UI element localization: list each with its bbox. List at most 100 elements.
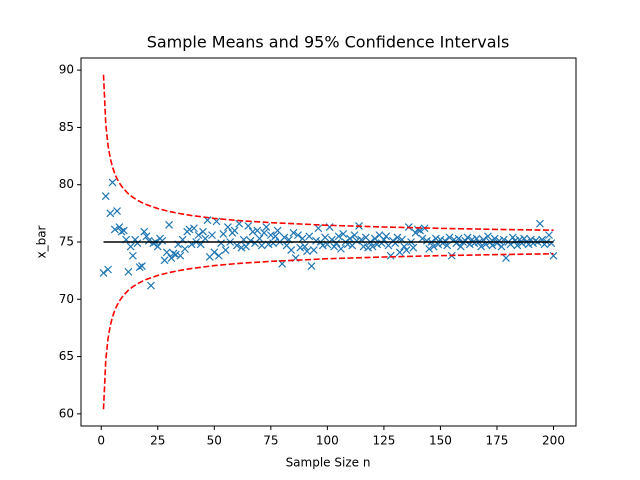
marker — [318, 241, 327, 250]
marker — [248, 227, 257, 236]
marker — [456, 242, 465, 251]
marker — [452, 239, 461, 248]
marker — [219, 230, 228, 238]
marker — [497, 242, 506, 251]
marker — [221, 246, 230, 254]
marker — [370, 234, 379, 243]
marker — [477, 242, 486, 251]
marker — [337, 244, 345, 253]
marker — [490, 234, 499, 243]
marker — [147, 281, 155, 290]
marker — [128, 251, 137, 260]
marker — [242, 242, 250, 251]
marker — [232, 241, 241, 250]
marker — [422, 236, 431, 245]
marker — [364, 243, 372, 252]
marker — [253, 226, 262, 235]
marker — [536, 219, 544, 228]
x-tick-label: 100 — [316, 434, 339, 448]
marker — [244, 222, 253, 230]
marker — [108, 178, 117, 187]
marker — [391, 239, 400, 248]
marker — [305, 232, 314, 241]
marker — [217, 239, 226, 248]
marker — [346, 234, 354, 243]
marker — [352, 236, 361, 245]
marker — [126, 242, 135, 251]
marker — [470, 239, 479, 248]
marker — [180, 244, 189, 253]
marker — [350, 231, 359, 240]
marker — [334, 232, 343, 241]
marker — [201, 234, 210, 243]
marker — [312, 236, 320, 245]
marker — [133, 239, 142, 248]
marker — [531, 236, 540, 245]
marker — [110, 225, 119, 234]
marker — [124, 267, 133, 276]
line — [102, 253, 554, 410]
y-tick-label: 65 — [59, 349, 74, 363]
plot-frame — [80, 57, 577, 427]
marker — [307, 262, 316, 270]
marker — [393, 233, 402, 242]
marker — [300, 242, 309, 251]
marker — [135, 263, 144, 272]
marker — [138, 262, 146, 270]
marker — [441, 236, 449, 245]
marker — [511, 236, 519, 245]
marker — [418, 234, 427, 243]
marker — [298, 234, 307, 243]
y-tick-label: 90 — [59, 63, 74, 77]
marker — [402, 246, 411, 254]
marker — [377, 239, 386, 248]
marker — [271, 232, 280, 241]
marker — [106, 209, 115, 218]
marker — [208, 231, 216, 240]
marker — [549, 251, 558, 260]
marker — [296, 243, 305, 252]
marker — [431, 234, 440, 243]
marker — [99, 269, 108, 277]
marker — [287, 246, 296, 254]
marker — [508, 233, 517, 242]
marker — [214, 251, 223, 260]
marker — [194, 231, 203, 240]
x-tick-label: 200 — [542, 434, 565, 448]
marker — [169, 249, 178, 258]
marker — [443, 241, 452, 250]
marker — [289, 228, 298, 237]
marker — [149, 239, 158, 248]
marker — [294, 231, 302, 240]
marker — [280, 233, 289, 242]
marker — [547, 239, 556, 248]
x-tick-label: 150 — [429, 434, 452, 448]
y-tick-label: 75 — [59, 235, 74, 249]
marker — [502, 254, 510, 262]
marker — [395, 248, 404, 257]
marker — [153, 242, 162, 251]
marker — [273, 226, 282, 235]
marker — [246, 236, 255, 245]
y-tick-label: 85 — [59, 120, 74, 134]
x-tick-label: 25 — [150, 434, 165, 448]
chart-title: Sample Means and 95% Confidence Interval… — [147, 33, 510, 52]
y-tick-label: 80 — [59, 177, 74, 191]
marker — [386, 251, 395, 260]
marker — [321, 233, 330, 242]
marker — [309, 246, 318, 254]
marker — [461, 236, 470, 245]
x-tick-label: 75 — [263, 434, 278, 448]
x-axis-label: Sample Size n — [286, 456, 371, 470]
marker — [190, 224, 198, 233]
marker — [517, 239, 526, 248]
marker — [113, 207, 121, 215]
x-tick-label: 125 — [372, 434, 395, 448]
marker — [165, 220, 174, 229]
y-tick-label: 60 — [59, 406, 74, 420]
marker — [230, 226, 239, 235]
marker — [104, 265, 112, 274]
marker — [339, 230, 348, 238]
marker — [413, 225, 422, 234]
